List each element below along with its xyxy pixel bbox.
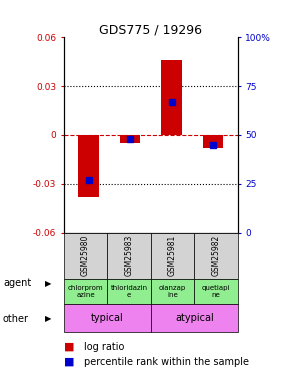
Text: GSM25980: GSM25980 bbox=[81, 235, 90, 276]
Bar bbox=[194, 279, 238, 304]
Bar bbox=[151, 304, 238, 332]
Bar bbox=[64, 304, 151, 332]
Text: quetiapi
ne: quetiapi ne bbox=[202, 285, 230, 298]
Text: other: other bbox=[3, 314, 29, 324]
Text: GSM25983: GSM25983 bbox=[124, 235, 134, 276]
Text: ▶: ▶ bbox=[45, 279, 51, 288]
Bar bbox=[151, 232, 194, 279]
Text: ■: ■ bbox=[64, 342, 74, 352]
Bar bbox=[161, 60, 182, 135]
Bar bbox=[151, 279, 194, 304]
Text: thioridazin
e: thioridazin e bbox=[110, 285, 148, 298]
Bar bbox=[107, 232, 151, 279]
Text: log ratio: log ratio bbox=[84, 342, 124, 352]
Bar bbox=[107, 279, 151, 304]
Bar bbox=[203, 135, 223, 148]
Text: percentile rank within the sample: percentile rank within the sample bbox=[84, 357, 249, 367]
Text: typical: typical bbox=[91, 313, 124, 323]
Bar bbox=[78, 135, 99, 197]
Bar bbox=[64, 232, 107, 279]
Text: chlorprom
azine: chlorprom azine bbox=[68, 285, 103, 298]
Bar bbox=[120, 135, 140, 143]
Text: agent: agent bbox=[3, 278, 31, 288]
Text: atypical: atypical bbox=[175, 313, 214, 323]
Title: GDS775 / 19296: GDS775 / 19296 bbox=[99, 23, 202, 36]
Bar bbox=[194, 232, 238, 279]
Bar bbox=[64, 279, 107, 304]
Text: olanzap
ine: olanzap ine bbox=[159, 285, 186, 298]
Text: ■: ■ bbox=[64, 357, 74, 367]
Text: GSM25982: GSM25982 bbox=[211, 235, 221, 276]
Text: GSM25981: GSM25981 bbox=[168, 235, 177, 276]
Text: ▶: ▶ bbox=[45, 314, 51, 323]
